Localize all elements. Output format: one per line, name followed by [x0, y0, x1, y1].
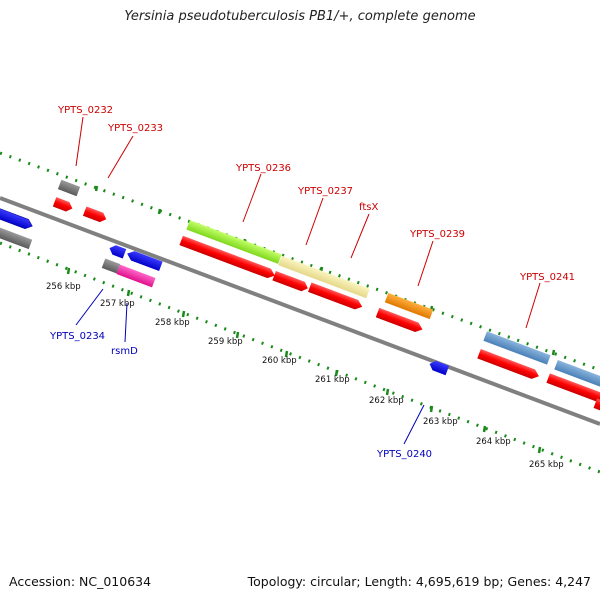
scale-label-256: 256 kbp — [46, 282, 81, 292]
cds-ftsX[interactable] — [308, 282, 364, 311]
gene-left-gray[interactable] — [0, 227, 33, 250]
cds-ypts0239[interactable] — [375, 307, 424, 334]
inner-tick-track — [0, 241, 600, 474]
forward-leaders — [75, 116, 541, 329]
outer-major-ticks — [94, 185, 556, 356]
gene-ypts0239[interactable] — [384, 292, 434, 320]
reverse-gene-labels: YPTS_0234 rsmD YPTS_0240 — [49, 331, 432, 460]
label-ypts0239[interactable]: YPTS_0239 — [409, 229, 465, 240]
label-ypts0232[interactable]: YPTS_0232 — [57, 105, 113, 116]
label-ypts0237[interactable]: YPTS_0237 — [297, 186, 353, 197]
gene-left-blue[interactable] — [0, 207, 34, 231]
scale-label-257: 257 kbp — [100, 299, 135, 309]
reverse-leaders — [75, 288, 425, 445]
scale-label-261: 261 kbp — [315, 375, 350, 385]
cds-ypts0236[interactable] — [179, 235, 276, 281]
scale-label-258: 258 kbp — [155, 318, 190, 328]
cds-right-red[interactable] — [546, 373, 600, 406]
cds-right-edge[interactable] — [593, 398, 600, 414]
gene-ypts0232[interactable] — [57, 179, 81, 197]
cds-ypts0241[interactable] — [477, 349, 540, 381]
gene-ypts0234-small[interactable] — [108, 244, 127, 259]
gene-ypts0240[interactable] — [428, 359, 450, 376]
gene-right-steel[interactable] — [554, 360, 600, 392]
gene-rsmD-blue[interactable] — [125, 249, 163, 272]
accession-text: Accession: NC_010634 — [9, 574, 152, 589]
feature-layer — [0, 179, 600, 414]
gene-ypts0241[interactable] — [483, 331, 551, 365]
forward-gene-labels: YPTS_0232 YPTS_0233 YPTS_0236 YPTS_0237 … — [57, 105, 575, 283]
label-ypts0241[interactable]: YPTS_0241 — [519, 272, 575, 283]
scale-label-259: 259 kbp — [208, 337, 243, 347]
scale-label-264: 264 kbp — [476, 437, 511, 447]
label-ypts0234[interactable]: YPTS_0234 — [49, 331, 105, 342]
cds-ypts0233[interactable] — [82, 206, 108, 223]
scale-label-265: 265 kbp — [529, 460, 564, 470]
cds-ypts0232[interactable] — [52, 197, 74, 213]
inner-major-ticks — [66, 267, 542, 454]
gene-ypts0237[interactable] — [278, 255, 370, 299]
gene-ypts0234[interactable] — [101, 258, 121, 274]
label-ftsX[interactable]: ftsX — [359, 202, 378, 213]
scale-label-262: 262 kbp — [369, 396, 404, 406]
label-ypts0236[interactable]: YPTS_0236 — [235, 163, 291, 174]
genome-title: Yersinia pseudotuberculosis PB1/+, compl… — [124, 9, 476, 24]
label-ypts0240[interactable]: YPTS_0240 — [376, 449, 432, 460]
label-ypts0233[interactable]: YPTS_0233 — [107, 123, 163, 134]
genome-summary-text: Topology: circular; Length: 4,695,619 bp… — [247, 574, 591, 589]
label-rsmD[interactable]: rsmD — [111, 346, 138, 357]
genome-backbone — [0, 196, 600, 426]
scale-labels: 256 kbp 257 kbp 258 kbp 259 kbp 260 kbp … — [46, 282, 564, 470]
gene-rsmD[interactable] — [116, 264, 156, 288]
scale-label-263: 263 kbp — [423, 417, 458, 427]
outer-tick-track — [0, 151, 600, 372]
scale-label-260: 260 kbp — [262, 356, 297, 366]
cds-ypts0237[interactable] — [272, 270, 309, 293]
gene-ypts0236[interactable] — [186, 220, 282, 264]
